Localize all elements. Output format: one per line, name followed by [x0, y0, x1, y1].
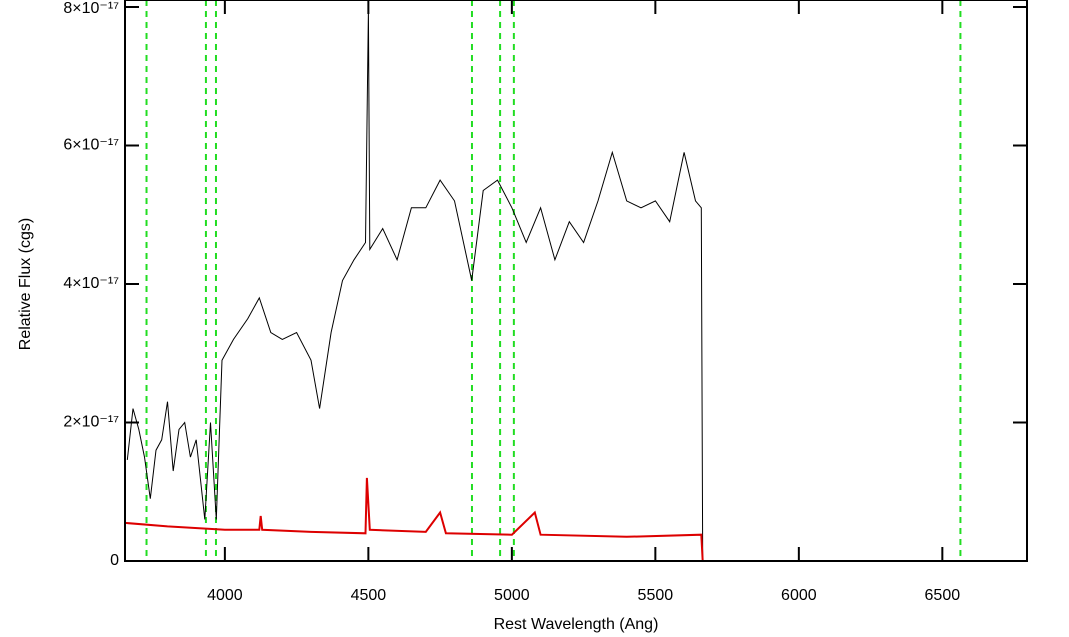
- x-tick-label: 6500: [925, 587, 961, 604]
- y-axis-label: Relative Flux (cgs): [17, 218, 34, 350]
- y-tick-label: 4×10⁻¹⁷: [63, 275, 119, 292]
- x-tick-label: 4000: [207, 587, 243, 604]
- spectrum-line: [126, 10, 1027, 562]
- x-tick-label: 6000: [781, 587, 817, 604]
- y-tick-label: 6×10⁻¹⁷: [63, 137, 119, 154]
- plot-frame: [124, 0, 1028, 562]
- x-tick-label: 5000: [494, 587, 530, 604]
- x-axis-label: Rest Wavelength (Ang): [494, 616, 659, 633]
- x-tick-label: 4500: [351, 587, 387, 604]
- spectrum-line: [124, 477, 1027, 562]
- y-tick-label: 8×10⁻¹⁷: [63, 0, 119, 17]
- x-tick-label: 5500: [638, 587, 674, 604]
- y-tick-label: 0: [110, 552, 119, 569]
- y-tick-label: 2×10⁻¹⁷: [63, 414, 119, 431]
